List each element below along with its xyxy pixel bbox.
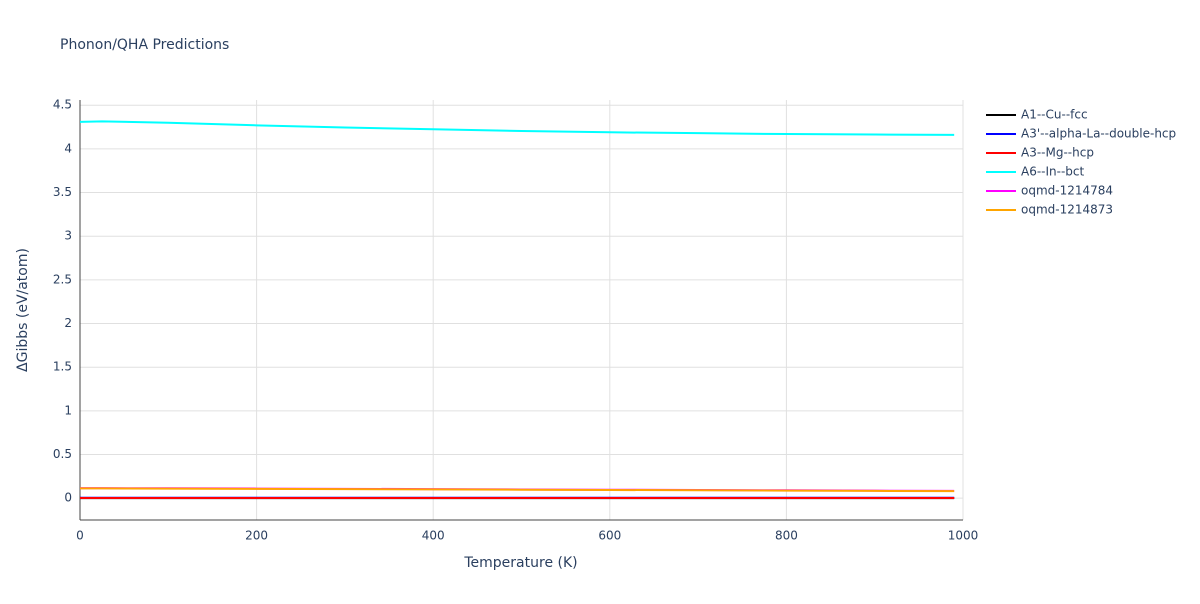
y-tick-label: 1 xyxy=(64,403,72,417)
legend-label: A1--Cu--fcc xyxy=(1021,108,1088,122)
chart-title: Phonon/QHA Predictions xyxy=(60,37,229,53)
y-tick-label: 2 xyxy=(64,316,72,330)
x-tick-label: 400 xyxy=(422,529,445,543)
legend-label: oqmd-1214873 xyxy=(1021,203,1113,217)
x-tick-label: 1000 xyxy=(948,529,979,543)
legend-label: A3--Mg--hcp xyxy=(1021,146,1094,160)
legend-label: A6--In--bct xyxy=(1021,165,1085,179)
y-tick-label: 4 xyxy=(64,141,72,155)
y-tick-label: 3 xyxy=(64,229,72,243)
legend-label: oqmd-1214784 xyxy=(1021,184,1113,198)
y-axis-label: ΔGibbs (eV/atom) xyxy=(15,248,31,372)
y-tick-label: 0.5 xyxy=(53,447,72,461)
y-tick-label: 1.5 xyxy=(53,360,72,374)
x-tick-label: 800 xyxy=(775,529,798,543)
series-line xyxy=(79,120,955,136)
x-tick-label: 200 xyxy=(245,529,268,543)
y-tick-label: 4.5 xyxy=(53,98,72,112)
x-axis-label: Temperature (K) xyxy=(463,555,577,571)
legend-label: A3'--alpha-La--double-hcp xyxy=(1021,127,1176,141)
x-tick-label: 600 xyxy=(598,529,621,543)
series-line xyxy=(80,487,955,493)
x-tick-label: 0 xyxy=(76,529,84,543)
y-tick-label: 3.5 xyxy=(53,185,72,199)
y-tick-label: 2.5 xyxy=(53,272,72,286)
y-tick-label: 0 xyxy=(64,491,72,505)
